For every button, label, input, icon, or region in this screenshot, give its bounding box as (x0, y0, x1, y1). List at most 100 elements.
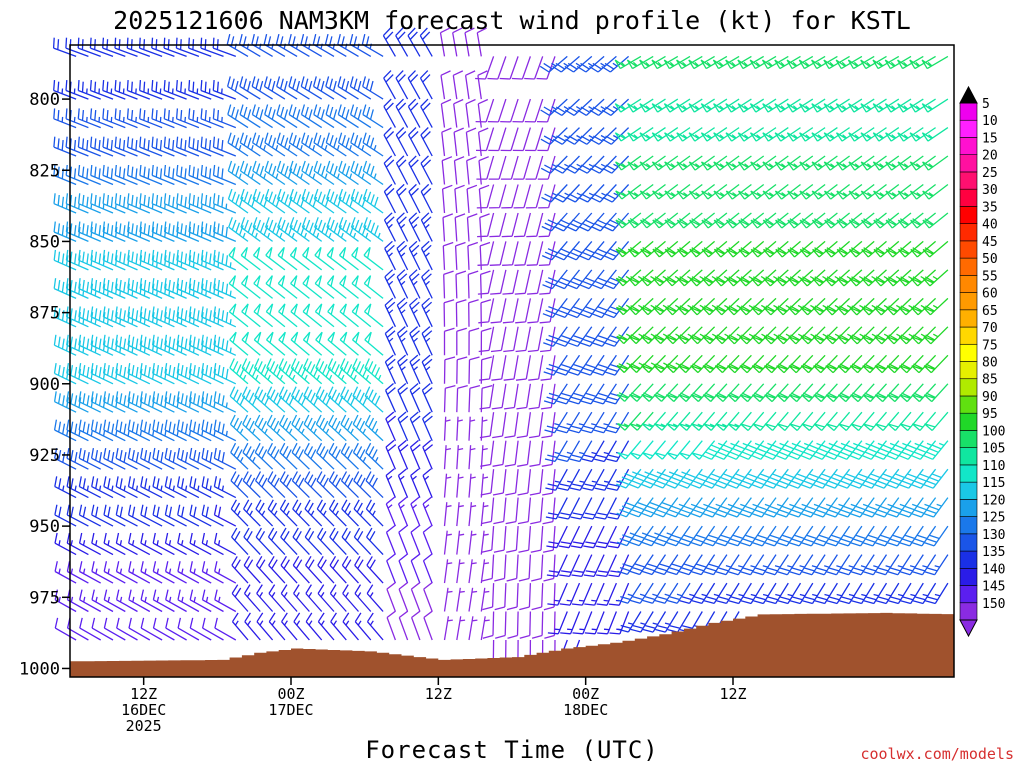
wind-barb (228, 217, 249, 242)
wind-barb (410, 496, 421, 527)
wind-barb (365, 499, 384, 527)
wind-barb (315, 414, 335, 442)
wind-barb (292, 527, 310, 556)
wind-barb (590, 212, 617, 232)
wind-barb (281, 612, 298, 641)
wind-barb (653, 497, 679, 518)
wind-barb (251, 33, 273, 57)
wind-barb (443, 356, 456, 384)
wind-barb (567, 298, 593, 319)
wind-barb (922, 240, 949, 258)
wind-barb (606, 440, 630, 463)
wind-barb (641, 497, 667, 518)
wind-barb (593, 411, 617, 434)
colorbar-swatch (959, 395, 978, 414)
wind-barb (151, 136, 175, 157)
wind-barb (315, 331, 335, 356)
wind-barb (764, 497, 789, 518)
wind-barb (420, 240, 433, 271)
wind-barb (139, 363, 163, 385)
wind-barb (317, 584, 335, 612)
wind-barb (420, 127, 433, 157)
wind-barb (912, 582, 937, 605)
wind-barb (443, 416, 451, 441)
wind-barb (396, 240, 409, 271)
wind-barb (922, 183, 949, 200)
y-tick-label: 1000 (19, 659, 60, 679)
wind-barb (79, 589, 102, 613)
colorbar-tick-label: 80 (982, 356, 998, 371)
wind-barb (315, 386, 335, 413)
wind-barb (888, 582, 912, 605)
wind-barb (77, 136, 101, 157)
wind-barb (65, 136, 89, 157)
wind-barb (53, 334, 77, 356)
wind-barb (176, 363, 200, 385)
speed-colorbar: 1501451401351301251201151101051009590858… (959, 85, 1005, 638)
wind-barb (288, 33, 310, 57)
wind-barb (714, 440, 740, 460)
wind-barb (702, 354, 728, 374)
wind-barb (276, 188, 298, 214)
wind-barb (924, 525, 949, 547)
y-tick-label: 800 (29, 90, 60, 110)
wind-barb (502, 269, 519, 295)
wind-barb (544, 411, 568, 434)
colorbar-tick-label: 125 (982, 511, 1005, 526)
wind-barb (226, 33, 249, 57)
wind-barb (385, 468, 396, 498)
wind-barb (825, 383, 851, 403)
wind-barb (836, 212, 863, 229)
wind-barb (885, 155, 912, 171)
wind-barb (200, 164, 224, 186)
wind-barb (341, 527, 359, 556)
wind-barb (350, 132, 372, 157)
wind-barb (910, 212, 937, 229)
wind-barb (538, 241, 556, 267)
wind-barb (441, 156, 453, 185)
wind-barb (383, 183, 396, 214)
wind-barb (350, 217, 372, 242)
wind-barb (78, 504, 102, 527)
wind-barb (338, 247, 359, 271)
wind-barb (277, 275, 298, 299)
wind-barb (229, 386, 249, 413)
wind-barb (517, 440, 532, 467)
wind-barb (213, 391, 237, 413)
wind-barb (898, 440, 924, 460)
wind-barb (589, 155, 617, 174)
colorbar-swatch (959, 292, 978, 311)
wind-barb (241, 331, 261, 356)
wind-barb (676, 212, 703, 229)
y-tick-label: 900 (29, 375, 60, 395)
wind-barb (466, 184, 478, 214)
wind-barb (456, 327, 467, 356)
wind-barb (691, 554, 716, 576)
wind-barb (713, 212, 740, 229)
wind-barb (813, 497, 838, 518)
wind-barb (737, 155, 765, 171)
wind-barb (290, 331, 310, 356)
x-tick-label: 12Z (130, 685, 157, 703)
credit-link[interactable]: coolwx.com/models (860, 745, 1014, 763)
wind-barb (188, 80, 212, 100)
wind-barb (801, 383, 826, 403)
wind-barb (837, 497, 863, 518)
wind-barb (678, 554, 703, 576)
wind-barb (140, 589, 163, 613)
wind-barb (384, 269, 396, 299)
colorbar-tick-label: 90 (982, 390, 998, 405)
colorbar-tick-label: 35 (982, 200, 998, 215)
wind-barb (504, 412, 519, 439)
wind-barb (164, 561, 187, 584)
wind-barb (229, 358, 249, 385)
wind-barb (242, 414, 261, 442)
wind-barb (738, 440, 765, 460)
wind-barb (127, 278, 151, 299)
wind-barb (504, 440, 519, 467)
wind-barb (642, 582, 667, 604)
wind-barb (515, 326, 532, 353)
wind-barb (256, 584, 274, 612)
wind-barb (456, 473, 464, 498)
wind-barb (740, 554, 765, 576)
